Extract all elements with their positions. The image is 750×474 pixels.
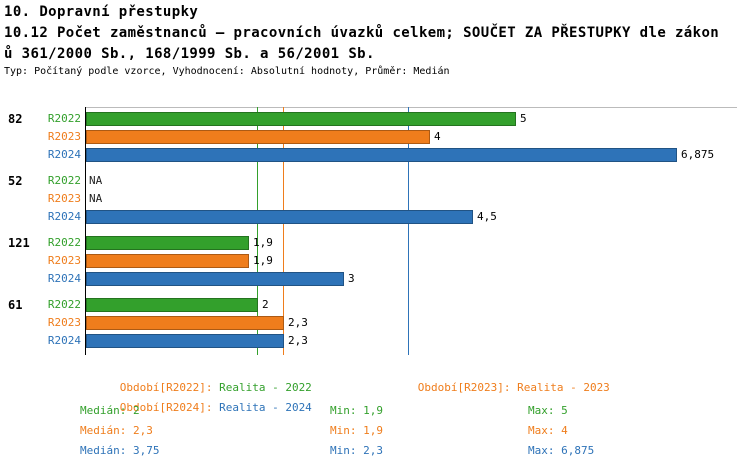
series-label-r2023: R2023: [47, 130, 81, 143]
legend-item-value: Realita - 2024: [219, 401, 312, 414]
stat-median: Medián: 3,75: [80, 444, 160, 457]
median-line-r2023: [283, 107, 284, 355]
legend-item-label: Období[R2022]:: [119, 381, 213, 394]
series-label-r2023: R2023: [47, 192, 81, 205]
series-label-r2023: R2023: [47, 254, 81, 267]
bar-value-label: 6,875: [681, 148, 715, 161]
bar-r2024-52: [86, 210, 473, 224]
chart-title-line2: 10.12 Počet zaměstnanců – pracovních úva…: [4, 25, 720, 41]
legend-item-r2022: Období[R2022]: Realita - 2022: [80, 368, 312, 407]
chart-subtitle: Typ: Počítaný podle vzorce, Vyhodnocení:…: [4, 66, 450, 77]
category-label-82: 82: [8, 112, 23, 126]
category-label-121: 121: [8, 236, 30, 250]
na-label: NA: [89, 192, 103, 205]
stat-max: Max: 6,875: [528, 444, 595, 457]
stat-min: Min: 2,3: [330, 444, 383, 457]
bar-r2022-121: [86, 236, 249, 250]
bar-r2022-82: [86, 112, 516, 126]
bar-value-label: 3: [348, 272, 355, 285]
chart-title-line3: ů 361/2000 Sb., 168/1999 Sb. a 56/2001 S…: [4, 46, 375, 62]
legend-item-label: Období[R2024]:: [119, 401, 213, 414]
bar-r2023-61: [86, 316, 284, 330]
y-axis-line: [85, 107, 86, 355]
bar-r2024-61: [86, 334, 284, 348]
bar-r2024-82: [86, 148, 677, 162]
series-label-r2022: R2022: [47, 298, 81, 311]
series-label-r2022: R2022: [47, 236, 81, 249]
stat-max: Max: 4: [528, 424, 568, 437]
plot-top-gridline: [85, 107, 737, 108]
bar-value-label: 2: [262, 298, 269, 311]
stat-min: Min: 1,9: [330, 404, 383, 417]
bar-r2023-121: [86, 254, 249, 268]
bar-r2024-121: [86, 272, 344, 286]
chart-title-line1: 10. Dopravní přestupky: [4, 4, 199, 20]
bar-value-label: 5: [520, 112, 527, 125]
category-label-52: 52: [8, 174, 23, 188]
series-label-r2024: R2024: [47, 272, 81, 285]
na-label: NA: [89, 174, 103, 187]
legend-item-r2023: Období[R2023]: Realita - 2023: [378, 368, 610, 407]
stat-min: Min: 1,9: [330, 424, 383, 437]
legend-item-value: Realita - 2023: [517, 381, 610, 394]
stats-row-r2022: Medián: 2 Min: 1,9 Max: 5: [0, 404, 750, 418]
bar-value-label: 1,9: [253, 236, 273, 249]
bar-r2023-82: [86, 130, 430, 144]
median-line-r2022: [257, 107, 258, 355]
median-line-r2024: [408, 107, 409, 355]
bar-value-label: 4: [434, 130, 441, 143]
series-label-r2024: R2024: [47, 148, 81, 161]
bar-value-label: 1,9: [253, 254, 273, 267]
bar-value-label: 2,3: [288, 334, 308, 347]
bar-r2022-61: [86, 298, 258, 312]
legend-item-r2024: Období[R2024]: Realita - 2024: [80, 388, 312, 427]
stat-median: Medián: 2: [80, 404, 140, 417]
stat-median: Medián: 2,3: [80, 424, 153, 437]
stats-row-r2023: Medián: 2,3 Min: 1,9 Max: 4: [0, 424, 750, 438]
bar-value-label: 2,3: [288, 316, 308, 329]
series-label-r2022: R2022: [47, 112, 81, 125]
series-label-r2024: R2024: [47, 210, 81, 223]
series-label-r2023: R2023: [47, 316, 81, 329]
stats-row-r2024: Medián: 3,75 Min: 2,3 Max: 6,875: [0, 444, 750, 458]
series-label-r2022: R2022: [47, 174, 81, 187]
stat-max: Max: 5: [528, 404, 568, 417]
legend-item-value: Realita - 2022: [219, 381, 312, 394]
category-label-61: 61: [8, 298, 23, 312]
legend-item-label: Období[R2023]:: [417, 381, 511, 394]
bar-value-label: 4,5: [477, 210, 497, 223]
series-label-r2024: R2024: [47, 334, 81, 347]
